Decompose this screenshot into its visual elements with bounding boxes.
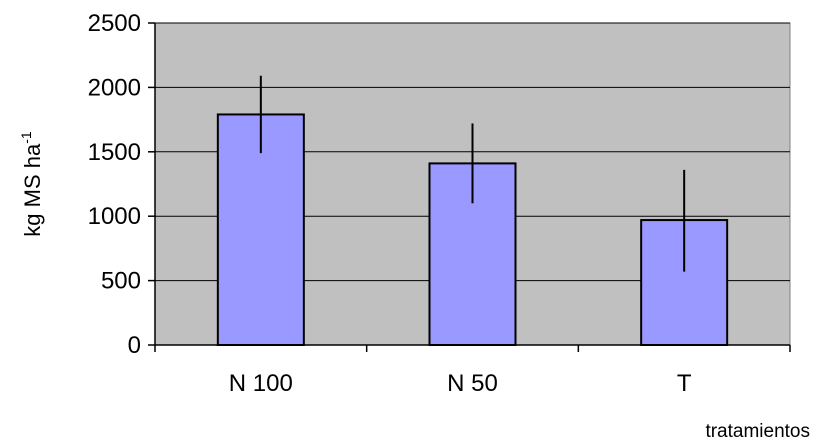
x-tick-label: N 100 [229,370,293,397]
error-bars [259,75,686,272]
y-tick-label: 2000 [88,74,141,101]
y-tick-label: 500 [101,268,141,295]
x-axis-title: tratamientos [705,421,810,442]
axes [148,22,791,352]
y-tick-label: 2500 [88,10,141,37]
y-tick-label: 1500 [88,139,141,166]
x-tick-labels: N 100 N 50 T [229,370,692,397]
x-tick-label: T [677,370,692,397]
y-axis-title-superscript: -1 [18,131,34,144]
y-tick-label: 0 [128,332,141,359]
x-tick-label: N 50 [447,370,498,397]
y-axis-title: kg MS ha-1 [18,131,45,237]
y-tick-label: 1000 [88,203,141,230]
y-tick-labels: 0 500 1000 1500 2000 2500 [88,10,141,359]
y-axis-title-base: kg MS ha [20,143,45,237]
